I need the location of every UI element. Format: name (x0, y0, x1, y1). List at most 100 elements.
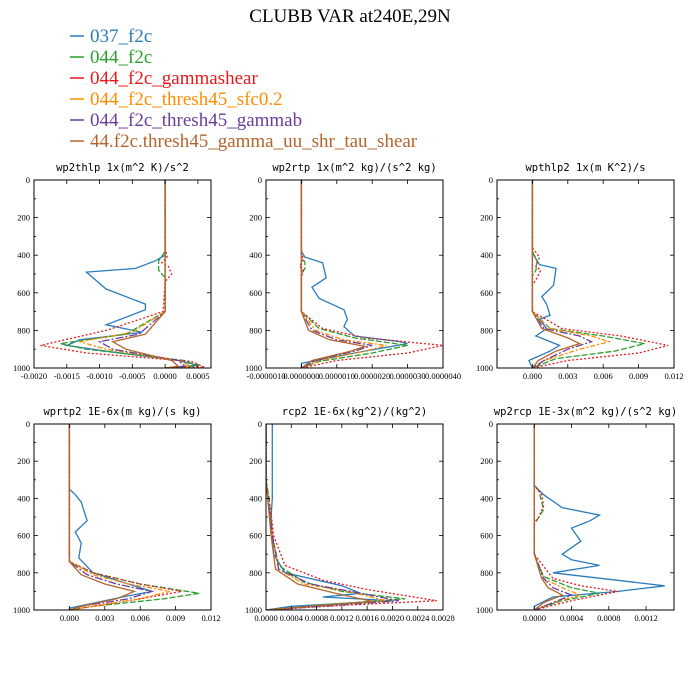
y-tick-label: 600 (480, 288, 493, 298)
y-tick-label: 400 (249, 250, 262, 260)
y-tick-label: 1000 (245, 605, 262, 615)
series-line (68, 424, 153, 610)
chart-panel: wp2thlp 1x(m^2 K)/s^202004006008001000-0… (13, 162, 212, 381)
x-tick-label: 0.0020 (381, 613, 404, 623)
chart-panel: wp2rcp 1E-3x(m^2 kg)/(s^2 kg)0 200 400 600 8… (476, 406, 677, 623)
y-tick-label: 400 (17, 250, 30, 260)
figure-title: CLUBB VAR at240E,29N (249, 6, 451, 27)
series-line (533, 424, 574, 610)
x-tick-label: 0.0004 (280, 613, 304, 623)
axis-frame (496, 179, 675, 369)
axis-frame (496, 423, 675, 611)
plot-area (528, 180, 669, 368)
y-tick-label: 800 (17, 568, 30, 578)
y-tick-label: 200 (17, 456, 30, 466)
x-tick-label: 0.006 (594, 371, 613, 381)
chart-panel: wp2rtp 1x(m^2 kg)/(s^2 kg) 0 200 400 600 800 1… (245, 162, 461, 381)
x-tick-label: 0.0000020 (354, 371, 390, 381)
y-tick-label: 200 (480, 456, 493, 466)
y-tick-label: 0 (489, 175, 493, 185)
x-tick-label: 0.0004 (560, 613, 584, 623)
x-tick-label: 0.0008 (597, 613, 620, 623)
panels: wp2thlp 1x(m^2 K)/s^202004006008001000-0… (13, 162, 684, 623)
x-tick-label: 0.0000030 (390, 371, 426, 381)
series-line (300, 180, 373, 368)
y-tick-label: 1000 (13, 605, 30, 615)
series-line (40, 180, 205, 368)
x-tick-label: -0.0015 (54, 371, 80, 381)
legend-label: 044_f2c_thresh45_sfc0.2 (90, 89, 283, 110)
series-line (266, 424, 437, 610)
y-tick-label: 800 (249, 568, 262, 578)
panel-title: wp2rtp 1x(m^2 kg)/(s^2 kg) (272, 162, 436, 174)
legend-label: 044_f2c (90, 47, 152, 68)
series-line (531, 180, 582, 368)
x-tick-label: 0.0024 (406, 613, 430, 623)
y-tick-label: 200 (249, 456, 262, 466)
y-tick-label: 0 (26, 419, 30, 429)
series-line (68, 424, 182, 610)
y-tick-label: 800 (17, 325, 30, 335)
y-tick-label: 0 (258, 175, 262, 185)
y-tick-label: 800 (249, 325, 262, 335)
panel-title: wp2rcp 1E-3x(m^2 kg)/(s^2 kg) (494, 406, 677, 418)
series-line (68, 424, 137, 610)
series-line (300, 180, 387, 368)
y-tick-label: 600 (17, 288, 30, 298)
series-line (110, 180, 180, 368)
series-line (533, 424, 583, 610)
plot-area (298, 180, 443, 368)
series-line (97, 180, 187, 368)
y-tick-label: 0 (26, 175, 30, 185)
x-tick-label: -0.0000010 (247, 371, 286, 381)
legend-entry: 044_f2c (70, 47, 152, 68)
panel-title: wprtp2 1E-6x(m kg)/(s kg) (43, 406, 201, 418)
series-line (533, 424, 619, 610)
series-line (300, 180, 408, 368)
legend-entry: 044_f2c_thresh45_gammab (70, 110, 302, 131)
x-tick-label: -0.0005 (119, 371, 145, 381)
x-tick-label: -0.0020 (21, 371, 47, 381)
plot-area (266, 424, 437, 610)
y-tick-label: 400 (249, 493, 262, 503)
x-tick-label: 0.0008 (305, 613, 328, 623)
y-tick-label: 0 (489, 419, 493, 429)
x-tick-label: 0.0012 (330, 613, 353, 623)
x-tick-label: 0.0000000 (283, 371, 319, 381)
y-tick-label: 200 (480, 213, 493, 223)
plot-area (68, 424, 200, 610)
legend-entry: 044_f2c_thresh45_sfc0.2 (70, 89, 283, 110)
y-tick-label: 400 (480, 493, 493, 503)
series-line (266, 424, 399, 610)
x-tick-label: -0.0010 (86, 371, 112, 381)
y-tick-label: 0 (258, 419, 262, 429)
y-tick-label: 400 (17, 493, 30, 503)
legend-entry: 044_f2c_gammashear (70, 68, 258, 89)
y-tick-label: 600 (249, 288, 262, 298)
x-tick-label: 0.000 (60, 613, 79, 623)
x-tick-label: 0.0000 (254, 613, 277, 623)
legend: 037_f2c044_f2c044_f2c_gammashear044_f2c_… (70, 26, 418, 152)
series-line (531, 180, 669, 368)
legend-label: 044_f2c_gammashear (90, 68, 258, 89)
series-line (266, 424, 374, 610)
series-line (68, 424, 200, 610)
chart-panel: rcp2 1E-6x(kg^2)/(kg^2) 0 200 400 600 800 1000… (245, 406, 455, 623)
plot-area (533, 424, 665, 610)
y-tick-label: 1000 (476, 605, 493, 615)
series-line (79, 180, 192, 368)
y-tick-label: 400 (480, 250, 493, 260)
x-tick-label: 0.0012 (634, 613, 657, 623)
y-tick-label: 600 (17, 531, 30, 541)
x-tick-label: 0.0000 (153, 371, 176, 381)
axis-frame (265, 423, 444, 611)
chart-panel: wprtp2 1E-6x(m kg)/(s kg) 0 200 400 600 800 10… (13, 406, 221, 623)
x-tick-label: 0.0016 (355, 613, 378, 623)
y-tick-label: 1000 (245, 363, 262, 373)
x-tick-label: 0.0005 (186, 371, 209, 381)
x-tick-label: 0.0028 (431, 613, 454, 623)
panel-title: wp2thlp 1x(m^2 K)/s^2 (56, 162, 189, 174)
series-line (266, 424, 393, 610)
x-tick-label: 0.012 (201, 613, 220, 623)
series-line (531, 180, 594, 368)
